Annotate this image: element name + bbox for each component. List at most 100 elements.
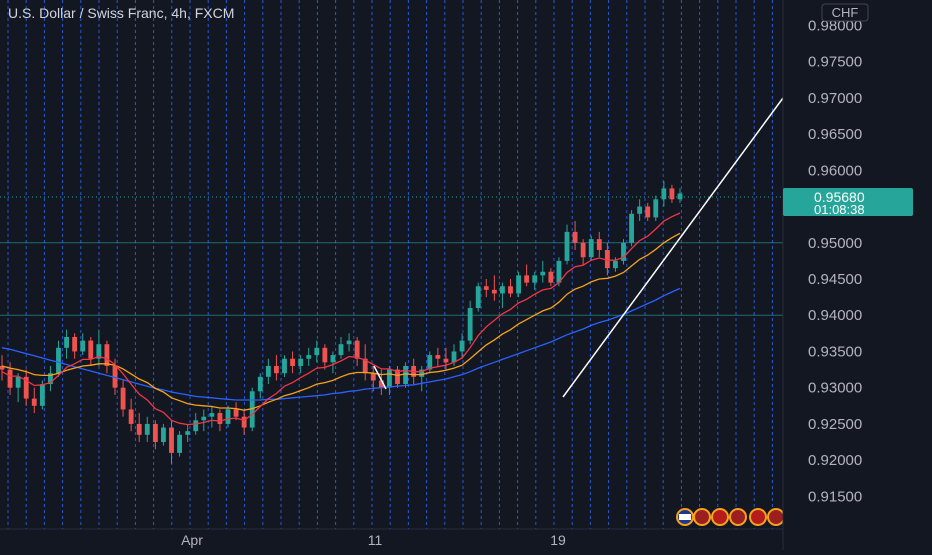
- candle-body: [540, 271, 546, 276]
- candle-body: [395, 369, 400, 385]
- time-tick-label: Apr: [181, 532, 203, 548]
- candle-body: [483, 286, 489, 290]
- candle-body: [31, 398, 37, 406]
- candle-body: [427, 355, 433, 370]
- candle-body: [491, 289, 497, 294]
- fast-ema-line: [1, 212, 681, 426]
- price-tick-label: 0.92500: [808, 416, 862, 433]
- vertical-lines-layer: [7, 0, 773, 529]
- price-axis-ticks: 0.98000 0.97500 0.97000 0.96500 0.96000 0.950…: [808, 17, 862, 505]
- candle-body: [475, 286, 481, 308]
- candle-body: [613, 260, 618, 269]
- candle-body: [354, 340, 360, 359]
- candle-body: [274, 365, 279, 374]
- candle-body: [677, 193, 683, 200]
- short-drawing-line[interactable]: [373, 365, 387, 390]
- candle-body: [435, 355, 441, 359]
- candle-body: [596, 239, 602, 251]
- price-tick-label: 0.91500: [808, 488, 862, 505]
- candle-body: [298, 358, 304, 366]
- candle-body: [80, 340, 86, 352]
- candle-body: [185, 431, 191, 435]
- candle-body: [104, 344, 110, 366]
- candle-body: [112, 365, 118, 388]
- time-tick-label: 19: [550, 532, 566, 548]
- candle-body: [282, 358, 287, 374]
- price-tick-label: 0.98000: [808, 17, 862, 34]
- last-price-value: 0.95680: [814, 189, 865, 205]
- event-flag-icon[interactable]: [711, 508, 729, 526]
- event-flag-icon[interactable]: [749, 508, 767, 526]
- candle-body: [136, 423, 142, 435]
- candle-body: [604, 250, 610, 269]
- candle-body: [516, 275, 521, 294]
- candle-body: [322, 347, 328, 363]
- candle-body: [120, 387, 126, 410]
- candle-body: [177, 434, 182, 453]
- price-tick-label: 0.97000: [808, 90, 862, 107]
- candle-body: [217, 413, 223, 424]
- event-flag-icon[interactable]: [693, 508, 711, 526]
- candle-body: [56, 347, 61, 374]
- currency-label: CHF: [832, 5, 859, 20]
- candle-body: [653, 199, 659, 218]
- chart-title: U.S. Dollar / Swiss Franc, 4h, FXCM: [8, 5, 234, 21]
- candle-body: [580, 242, 586, 258]
- candle-body: [346, 340, 352, 345]
- candle-body: [387, 369, 392, 388]
- candle-body: [39, 384, 45, 406]
- candle-body: [661, 188, 667, 200]
- candle-body: [645, 206, 651, 218]
- trendline[interactable]: [562, 97, 784, 398]
- candle-body: [152, 423, 158, 443]
- candle-body: [15, 376, 21, 388]
- candle-body: [556, 260, 562, 283]
- price-tick-label: 0.96000: [808, 162, 862, 179]
- candle-body: [0, 365, 5, 370]
- candle-body: [330, 355, 336, 363]
- event-flag-icon[interactable]: [767, 508, 785, 526]
- candle-body: [144, 423, 150, 435]
- price-tick-label: 0.92000: [808, 452, 862, 469]
- time-tick-label: 11: [368, 532, 383, 548]
- candle-body: [621, 242, 626, 261]
- candle-body: [548, 271, 554, 283]
- candle-body: [265, 365, 271, 377]
- price-tick-label: 0.93500: [808, 344, 862, 361]
- candle-body: [249, 391, 255, 428]
- candle-body: [290, 358, 295, 366]
- candle-body: [378, 380, 384, 388]
- currency-badge[interactable]: [821, 3, 869, 22]
- candle-body: [637, 206, 643, 214]
- candle-body: [669, 188, 675, 200]
- last-price-tag: 0.95680 01:08:38: [783, 188, 913, 217]
- price-axis[interactable]: [783, 0, 932, 550]
- candle-body: [532, 275, 538, 283]
- candle-body: [524, 275, 530, 283]
- candle-body: [314, 347, 320, 356]
- candle-body: [500, 286, 505, 294]
- candle-body: [419, 369, 425, 377]
- candle-body: [23, 376, 29, 399]
- event-flag-icon[interactable]: [729, 508, 747, 526]
- candle-body: [467, 307, 473, 341]
- candle-body: [233, 409, 239, 417]
- candle-body: [225, 409, 231, 424]
- candle-body: [201, 416, 207, 421]
- candle-body: [169, 427, 174, 453]
- candle-body: [459, 340, 465, 352]
- price-tick-label: 0.94000: [808, 307, 862, 324]
- candle-body: [338, 344, 344, 356]
- time-axis-ticks: Apr 11 19: [181, 532, 566, 548]
- indicators-layer: [1, 212, 681, 426]
- candle-body: [306, 355, 312, 359]
- candle-body: [128, 409, 134, 424]
- horizontal-levels-layer: [0, 242, 783, 316]
- candle-body: [209, 413, 215, 417]
- long-moving-average-line: [1, 287, 681, 401]
- event-markers[interactable]: [676, 508, 785, 526]
- price-tick-label: 0.93000: [808, 380, 862, 397]
